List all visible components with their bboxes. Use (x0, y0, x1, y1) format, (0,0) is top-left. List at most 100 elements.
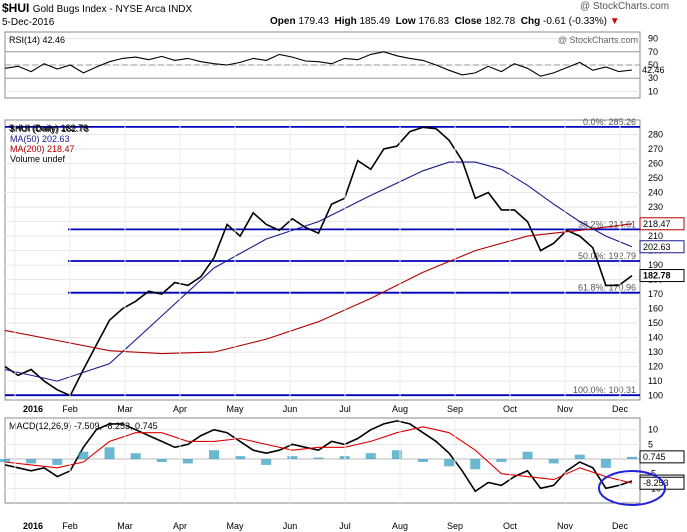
macd-histogram-bar (627, 456, 637, 460)
index-name: Gold Bugs Index - NYSE Arca INDX (32, 4, 193, 15)
macd-x-tick-label: Jun (283, 521, 298, 531)
macd-histogram-bar (104, 447, 115, 460)
price-series-ma200 (4, 223, 633, 355)
macd-histogram-bar (0, 459, 10, 462)
macd-histogram-bar (418, 459, 428, 462)
price-tick-label: 100 (648, 391, 663, 401)
value-tag-box (639, 240, 685, 254)
macd-histogram-bar (156, 459, 167, 462)
value-tag-box (639, 269, 685, 283)
price-series-huidaily (4, 126, 633, 397)
watermark: @ StockCharts.com (580, 1, 670, 12)
fib-level-label: 61.8%: 170.96 (578, 283, 636, 293)
macd-histogram-bar (130, 453, 141, 460)
close-label: Close (454, 16, 482, 27)
value-tag-box (639, 217, 685, 231)
rsi-tick-label: 70 (648, 47, 658, 57)
macd-x-tick-label: Dec (612, 521, 629, 531)
price-x-tick-label: Jul (339, 404, 351, 414)
macd-x-tick-label: 2016 (23, 521, 43, 531)
macd-x-tick-label: Feb (62, 521, 78, 531)
fib-level-label: 50.0%: 192.79 (578, 251, 636, 261)
macd-histogram-bar (78, 451, 89, 460)
macd-series-signal (4, 426, 633, 484)
macd-histogram-bar (287, 456, 298, 460)
price-x-tick-label: Sep (447, 404, 463, 414)
value-tag-label: 202.63 (643, 242, 671, 252)
price-x-tick-label: Mar (117, 404, 133, 414)
value-tag-box (639, 450, 685, 464)
macd-x-tick-label: May (226, 521, 244, 531)
value-tag-label: 218.47 (643, 219, 671, 229)
fib-level-label: 38.2%: 214.61 (578, 219, 636, 229)
fib-level-label: 100.0%: 100.31 (573, 385, 636, 395)
price-series-ma50 (4, 161, 633, 382)
rsi-watermark: @ StockCharts.com (558, 35, 638, 45)
open-label: Open (270, 16, 296, 27)
chg-label: Chg (520, 16, 541, 27)
rsi-tick-label: 90 (648, 34, 658, 44)
value-tag-label: 182.78 (643, 271, 671, 281)
price-panel-title: $HUI (Daily) 182.78 (9, 123, 88, 133)
macd-x-tick-label: Nov (557, 521, 574, 531)
rsi-last-value: 42.46 (642, 65, 665, 75)
macd-histogram-bar (313, 457, 324, 460)
price-legend-entry: MA(50) 202.63 (10, 134, 70, 144)
symbol-title: $HUI Gold Bugs Index - NYSE Arca INDX (2, 1, 192, 15)
price-tick-label: 170 (648, 289, 663, 299)
price-x-tick-label: May (226, 404, 244, 414)
macd-x-tick-label: Oct (503, 521, 518, 531)
price-legend-entry: Volume undef (10, 154, 66, 164)
rsi-tick-label: 30 (648, 73, 658, 83)
fib-level-label: 0.0%: 285.26 (583, 117, 636, 127)
price-tick-label: 230 (648, 202, 663, 212)
macd-tick-label: 5 (648, 439, 653, 449)
macd-histogram-bar (365, 453, 376, 460)
open-value: 179.43 (298, 16, 329, 27)
annotation-circle (598, 470, 666, 506)
price-tick-label: 120 (648, 362, 663, 372)
price-tick-label: 270 (648, 144, 663, 154)
macd-histogram-bar (600, 459, 611, 468)
macd-panel-title: MACD(12,26,9) -7.509, -8.253, 0.745 (9, 421, 158, 431)
rsi-series-rsi14 (4, 51, 633, 77)
macd-histogram-bar (209, 450, 219, 460)
macd-x-tick-label: Jul (339, 521, 351, 531)
price-tick-label: 240 (648, 188, 663, 198)
price-tick-label: 150 (648, 318, 663, 328)
triangle-down-icon: ▼ (609, 16, 620, 27)
price-tick-label: 260 (648, 159, 663, 169)
value-tag-box (639, 476, 685, 490)
price-tick-label: 190 (648, 260, 663, 270)
macd-histogram-bar (522, 451, 533, 460)
price-tick-label: 250 (648, 173, 663, 183)
price-x-tick-label: Oct (503, 404, 518, 414)
rsi-panel-title: RSI(14) 42.46 (9, 35, 65, 45)
macd-x-tick-label: Sep (447, 521, 463, 531)
close-value: 182.78 (484, 16, 516, 27)
macd-histogram-bar (496, 459, 507, 462)
value-tag-label: -8.253 (643, 478, 669, 488)
price-x-tick-label: Nov (557, 404, 574, 414)
price-x-tick-label: Jun (283, 404, 298, 414)
price-x-tick-label: Feb (62, 404, 78, 414)
macd-x-tick-label: Apr (173, 521, 187, 531)
macd-histogram-bar (574, 454, 585, 460)
low-value: 176.83 (418, 16, 450, 27)
price-x-tick-label: Aug (392, 404, 408, 414)
symbol: $HUI (2, 1, 30, 15)
price-tick-label: 280 (648, 130, 663, 140)
macd-histogram-bar (470, 459, 481, 470)
price-tick-label: 210 (648, 231, 663, 241)
macd-histogram-bar (182, 459, 193, 464)
macd-histogram-bar (235, 456, 246, 460)
chart-date: 5-Dec-2016 (2, 17, 55, 28)
price-x-tick-label: 2016 (23, 404, 43, 414)
value-tag-label: 0.745 (643, 452, 666, 462)
ohlc-line: Open 179.43 High 185.49 Low 176.83 Close… (270, 16, 620, 27)
rsi-tick-label: 10 (648, 86, 658, 96)
price-x-tick-label: Apr (173, 404, 187, 414)
price-panel-frame (4, 119, 641, 401)
price-legend-entry: $HUI (Daily) 182.78 (10, 124, 89, 134)
